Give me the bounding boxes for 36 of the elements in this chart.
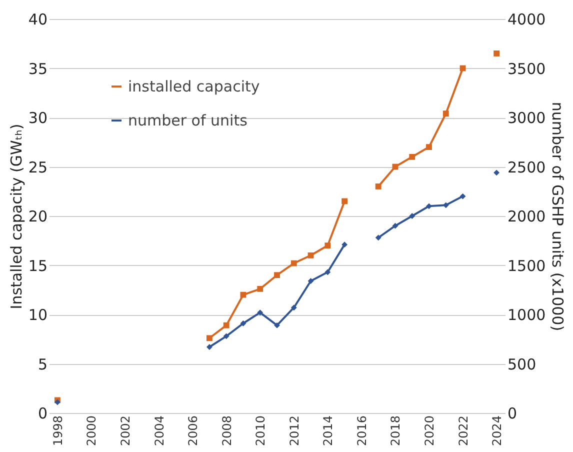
y-tick-label: 20 bbox=[28, 208, 48, 226]
x-tick-label: 1998 bbox=[50, 416, 65, 446]
x-tick-label: 2000 bbox=[84, 416, 99, 446]
legend-label: number of units bbox=[128, 112, 248, 130]
y2-tick-label: 3000 bbox=[508, 109, 546, 127]
x-tick-label: 2008 bbox=[220, 416, 234, 446]
x-tick-label: 2004 bbox=[152, 416, 166, 446]
x-tick-label: 2024 bbox=[490, 416, 504, 446]
legend-label: installed capacity bbox=[128, 78, 260, 96]
y-axis-title: Installed capacity (GWₜₕ) bbox=[7, 124, 26, 310]
y2-axis-title: number of GSHP units (x1000) bbox=[548, 102, 567, 332]
x-tick-label: 2002 bbox=[118, 416, 132, 446]
x-tick-label: 2018 bbox=[388, 416, 403, 446]
x-tick-label: 2020 bbox=[422, 416, 436, 446]
y2-tick-label: 2500 bbox=[508, 158, 546, 176]
y-tick-label: 40 bbox=[28, 10, 48, 28]
y2-tick-label: 1000 bbox=[508, 306, 546, 324]
y-tick-label: 5 bbox=[38, 355, 48, 374]
x-tick-label: 2006 bbox=[186, 416, 200, 446]
x-tick-label: 2012 bbox=[287, 416, 302, 446]
y-tick-label: 35 bbox=[28, 60, 48, 78]
y-tick-label: 25 bbox=[28, 158, 48, 176]
x-tick-label: 2022 bbox=[456, 416, 470, 446]
y-tick-label: 0 bbox=[38, 404, 48, 422]
y-tick-label: 10 bbox=[28, 306, 48, 324]
y2-tick-label: 1500 bbox=[508, 256, 546, 275]
x-tick-label: 2010 bbox=[254, 416, 268, 446]
y2-tick-label: 500 bbox=[508, 355, 536, 374]
y2-tick-label: 3500 bbox=[508, 60, 546, 78]
x-tick-label: 2014 bbox=[321, 416, 336, 446]
y2-tick-label: 0 bbox=[508, 404, 518, 422]
y2-tick-label: 4000 bbox=[508, 10, 546, 28]
y2-tick-label: 2000 bbox=[508, 208, 546, 226]
y-tick-label: 30 bbox=[28, 109, 48, 127]
y-tick-label: 15 bbox=[28, 256, 48, 275]
x-tick-label: 2016 bbox=[354, 416, 369, 446]
